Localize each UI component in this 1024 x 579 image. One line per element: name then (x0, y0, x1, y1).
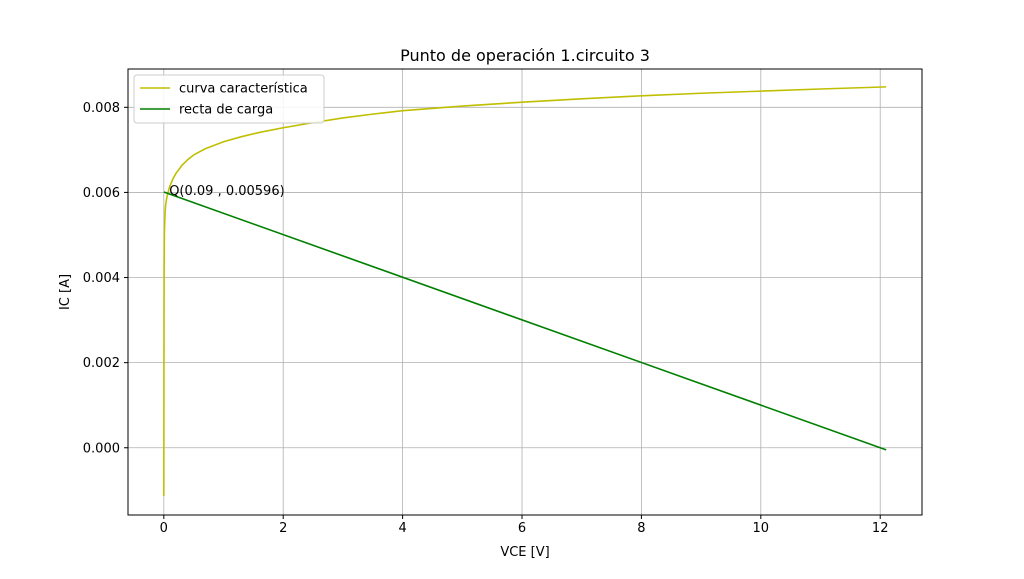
x-tick-label: 0 (160, 521, 168, 536)
y-axis-label: IC [A] (58, 274, 73, 310)
x-tick-label: 4 (398, 521, 406, 536)
y-tick-label: 0.000 (83, 441, 120, 456)
legend-label: curva característica (179, 82, 308, 97)
y-tick-label: 0.006 (83, 186, 120, 201)
x-tick-label: 12 (872, 521, 889, 536)
y-tick-label: 0.002 (83, 356, 120, 371)
legend-label: recta de carga (179, 103, 273, 118)
x-tick-label: 6 (518, 521, 526, 536)
x-tick-label: 10 (753, 521, 770, 536)
annotation-layer: Q(0.09 , 0.00596) (169, 184, 284, 199)
x-axis-ticks: 0 2 4 6 8 10 12 (160, 515, 889, 536)
series-line-recta-de-carga (163, 191, 887, 451)
legend-box (133, 74, 325, 124)
x-axis-label: VCE [V] (500, 545, 549, 560)
x-tick-label: 2 (279, 521, 287, 536)
plot-area-background (128, 69, 922, 515)
legend: curva característica recta de carga (133, 74, 325, 124)
x-tick-label: 8 (637, 521, 645, 536)
series-line-curva-caracter-stica (163, 86, 887, 496)
series-layer (163, 86, 887, 496)
y-tick-label: 0.008 (83, 101, 120, 116)
y-tick-label: 0.004 (83, 271, 120, 286)
y-axis-ticks: 0.000 0.002 0.004 0.006 0.008 (83, 101, 128, 456)
operating-point-annotation: Q(0.09 , 0.00596) (169, 184, 284, 199)
grid (128, 69, 922, 515)
chart-title: Punto de operación 1.circuito 3 (400, 46, 650, 65)
plot-area-frame (127, 68, 923, 516)
